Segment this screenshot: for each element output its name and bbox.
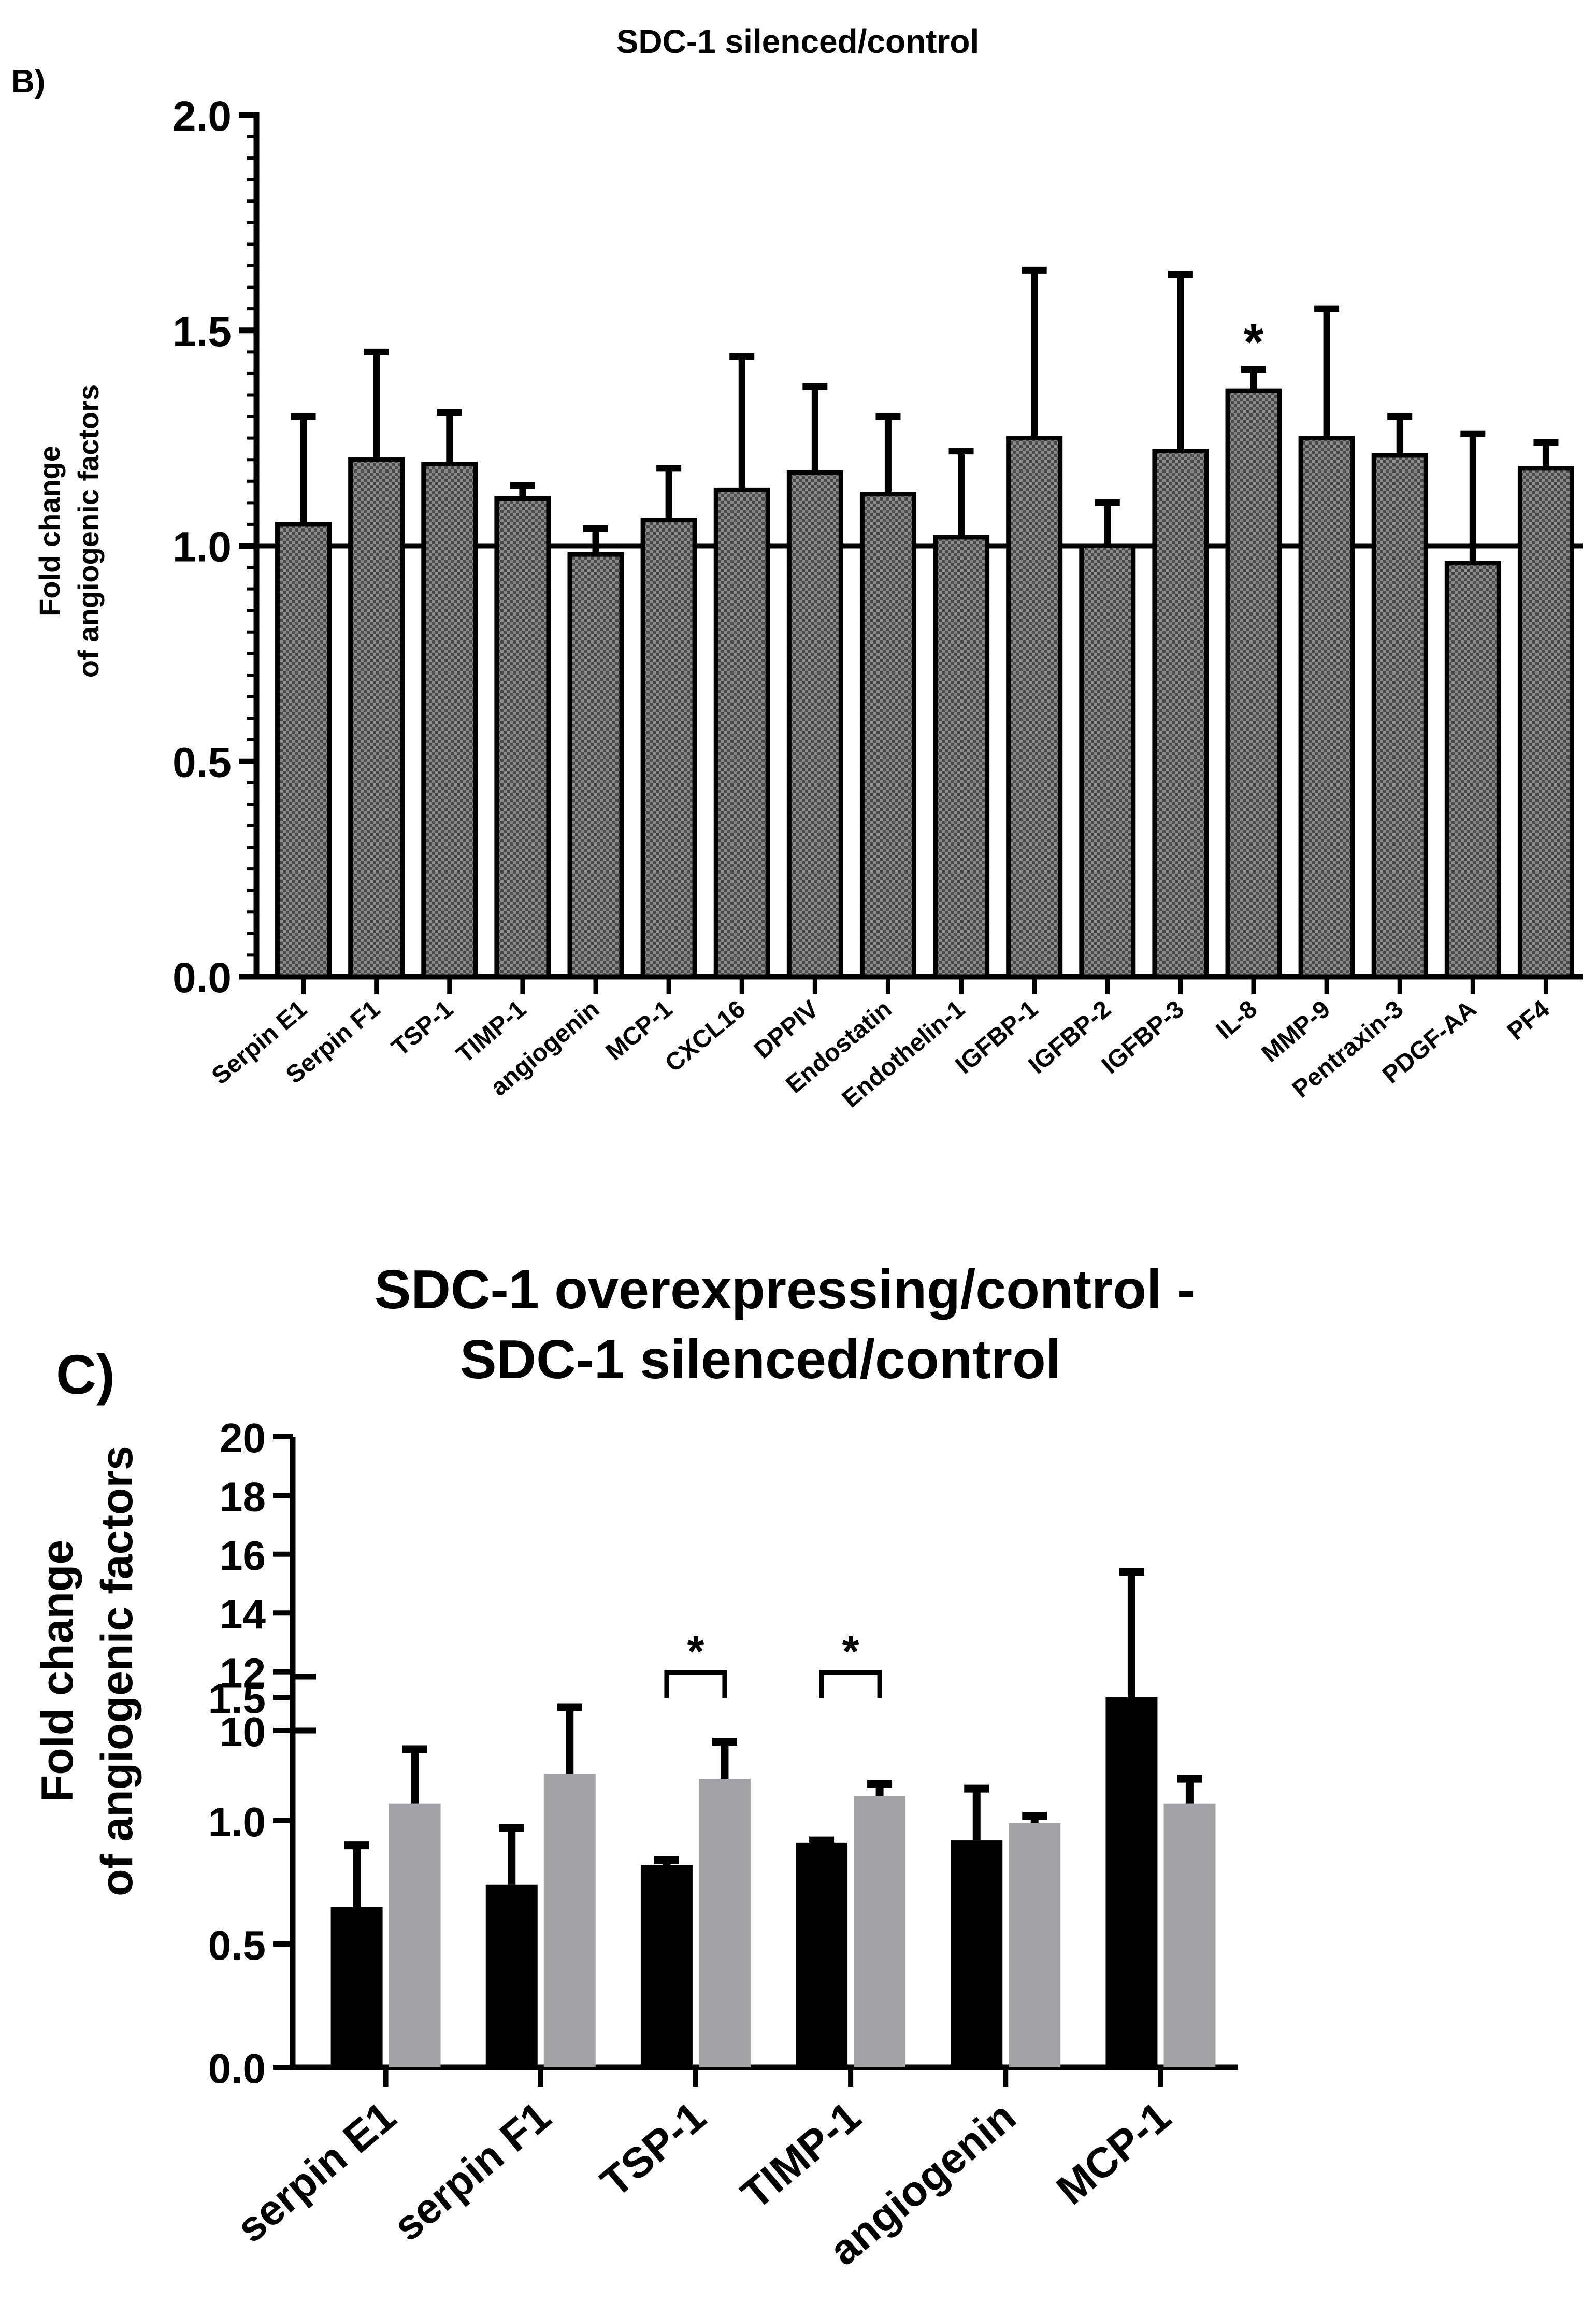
panel-c-ylabel-line2: of angiogenic factors (92, 1446, 142, 1896)
panel-c-bars (330, 1568, 1216, 2067)
panel-c-significance-star: * (842, 1627, 859, 1676)
panel-b-bar (786, 470, 843, 979)
panel-c-bar (854, 1796, 906, 2067)
panel-b-x-tick-label: PF4 (1502, 995, 1555, 1046)
panel-b-x-tick-label: IGFBP-3 (1097, 995, 1189, 1079)
panel-b-bar (348, 457, 405, 979)
panel-c-y-upper-tick-label: 18 (220, 1474, 266, 1520)
panel-c-bar (389, 1803, 441, 2067)
panel-b-x-tick-label: TSP-1 (387, 995, 458, 1062)
panel-b-ylabel-line1: Fold change (33, 446, 66, 617)
panel-c-label: C) (56, 1343, 115, 1406)
panel-b-bar (713, 487, 770, 979)
panel-c-significance-bracket (819, 1670, 882, 1698)
panel-c-chart: C) SDC-1 overexpressing/control - SDC-1 … (33, 1259, 1238, 2275)
panel-c-significance-star: * (687, 1627, 704, 1676)
panel-c-y-upper-tick-label: 20 (220, 1415, 266, 1461)
panel-b-bar (421, 462, 478, 979)
panel-b-y-tick-label: 2.0 (172, 93, 232, 140)
panel-b-bar (1152, 449, 1209, 979)
panel-b-x-tick-label: IGFBP-1 (951, 995, 1043, 1079)
panel-c-y-lower-tick-label: 1.0 (208, 1799, 266, 1845)
panel-c-y-lower-tick-label: 1.5 (208, 1676, 266, 1722)
panel-b-bar (1298, 436, 1355, 979)
panel-c-y-upper-tick-label: 16 (220, 1533, 266, 1579)
panel-b-bar (1079, 544, 1136, 979)
panel-b-bar (1444, 561, 1501, 979)
panel-c-x-tick-label: MCP-1 (1048, 2093, 1180, 2214)
panel-c-y-lower-tick-label: 0.5 (208, 1922, 266, 1968)
panel-b-bar (1225, 388, 1282, 979)
panel-c-axes: 10 12 14 16 18 20 0.0 0.5 1.0 1.5 (208, 1415, 1238, 2092)
panel-c-bar (796, 1842, 848, 2067)
panel-b-bar (494, 496, 551, 979)
panel-b-x-tick-label: IGFBP-2 (1024, 995, 1116, 1079)
panel-c-y-upper-tick-label: 12 (220, 1650, 266, 1696)
panel-c-significance: * * (664, 1627, 882, 1698)
panel-c-significance-bracket (664, 1670, 727, 1698)
panel-c-bar (1163, 1803, 1216, 2067)
panel-c-bar (330, 1907, 383, 2067)
panel-b-bar (1006, 436, 1063, 979)
panel-c-title-line2: SDC-1 silenced/control (460, 1329, 1061, 1390)
panel-c-x-tick-label: serpin F1 (385, 2093, 560, 2250)
panel-b-bar (275, 522, 332, 979)
panel-c-bar (485, 1884, 538, 2067)
panel-b-bar (933, 535, 990, 979)
panel-c-y-lower-tick-label: 0.0 (208, 2046, 266, 2092)
panel-c-y-upper-tick-label: 10 (220, 1709, 266, 1755)
panel-b-chart: B) SDC-1 silenced/control Fold change of… (11, 23, 1583, 1113)
panel-c-bar (1009, 1823, 1061, 2067)
panel-c-x-tick-label: TIMP-1 (732, 2093, 869, 2218)
panel-b-x-tick-label: IL-8 (1211, 995, 1262, 1045)
panel-c-x-tick-label: serpin E1 (228, 2093, 405, 2252)
panel-c-bar (640, 1865, 693, 2067)
panel-b-label: B) (11, 64, 45, 99)
panel-b-bar (640, 518, 697, 979)
panel-b-bar (1517, 466, 1574, 979)
panel-b-y-tick-label: 0.5 (172, 739, 232, 786)
panel-c-title-line1: SDC-1 overexpressing/control - (375, 1259, 1196, 1320)
panel-b-x-tick-label: CXCL16 (660, 995, 751, 1078)
panel-b-y-tick-label: 1.0 (172, 524, 232, 571)
panel-b-significance-star: * (1244, 313, 1264, 371)
panel-b-bars (275, 266, 1574, 979)
panel-c-ylabel-line1: Fold change (33, 1540, 82, 1802)
panel-b-bar (859, 492, 916, 979)
panel-b-y-tick-label: 1.5 (172, 308, 232, 355)
panel-b-x-tick-label: Endothelin-1 (837, 995, 970, 1113)
panel-c-bar (1105, 1697, 1158, 2067)
panel-b-ylabel-line2: of angiogenic factors (72, 384, 105, 678)
panel-c-x-tick-label: TSP-1 (592, 2093, 715, 2206)
panel-c-bar (543, 1774, 596, 2067)
panel-b-bar (1371, 453, 1428, 979)
panel-b-bar (567, 552, 624, 979)
panel-c-y-upper-tick-label: 14 (220, 1591, 266, 1637)
panel-c-bar (698, 1779, 751, 2067)
panel-b-y-tick-label: 0.0 (172, 954, 232, 1002)
panel-c-bar (951, 1840, 1003, 2067)
panel-b-title: SDC-1 silenced/control (616, 23, 980, 60)
